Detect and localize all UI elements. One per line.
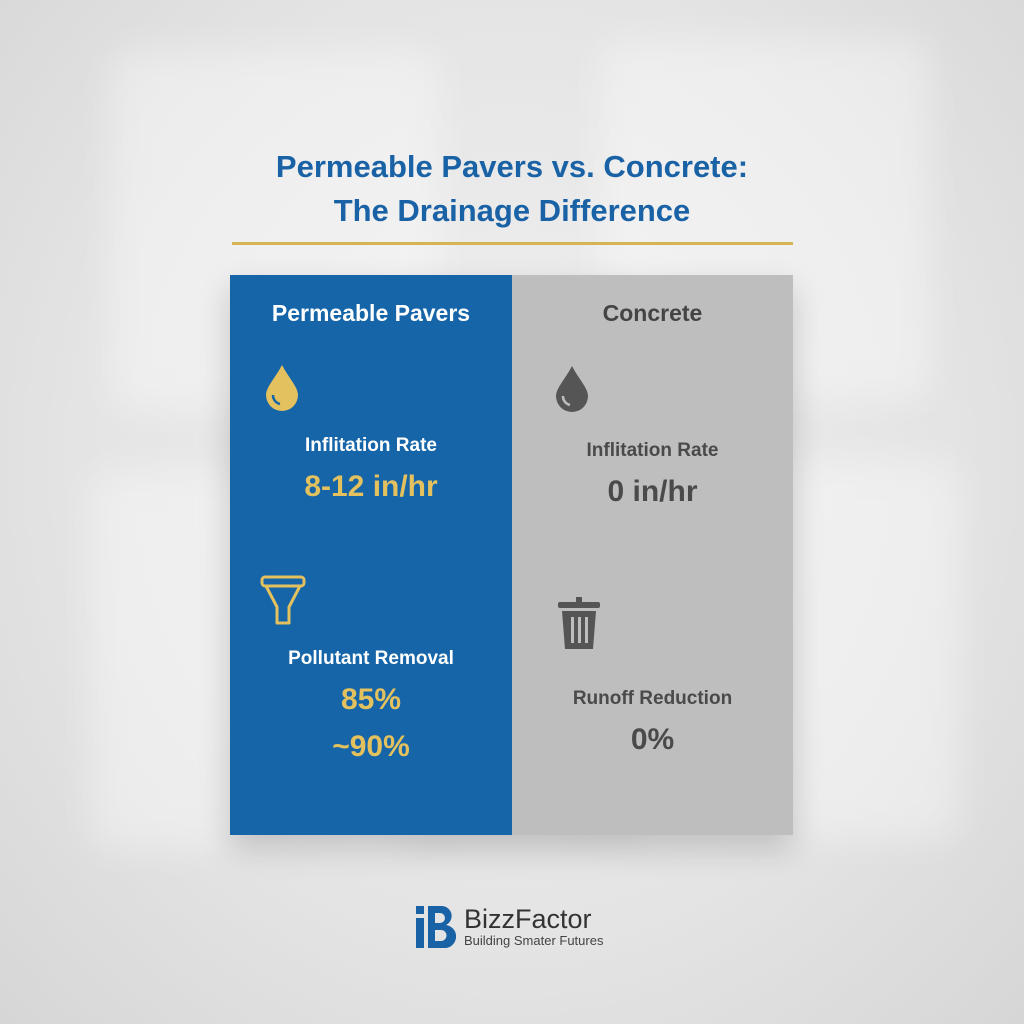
title-line-1: Permeable Pavers vs. Concrete: [275,149,749,184]
bizzfactor-logo-icon [416,905,456,948]
column-heading: Permeable Pavers [271,300,471,326]
pollutant-removal-value: 85% [340,683,402,716]
pollutant-removal-value-2: ~90% [332,730,410,763]
page-title: Permeable Pavers vs. Concrete: The Drain… [0,145,1024,233]
permeable-pavers-column: Permeable Pavers Inflitation Rate 8-12 i… [230,275,512,835]
brand-logo: BizzFactor Building Smater Futures [416,905,603,948]
trash-can-icon [558,597,600,649]
brand-name: BizzFactor [464,904,592,934]
brand-tagline: Building Smater Futures [464,933,604,948]
comparison-panel: Permeable Pavers Inflitation Rate 8-12 i… [230,275,793,835]
infiltration-rate-value: 0 in/hr [607,475,698,508]
water-drop-icon [266,365,298,411]
runoff-reduction-label: Runoff Reduction [572,688,733,709]
infiltration-rate-label: Inflitation Rate [305,435,437,456]
concrete-column: Concrete Inflitation Rate 0 in/hr Runoff… [512,275,793,835]
water-drop-icon [556,366,588,412]
infiltration-rate-label: Inflitation Rate [586,440,719,461]
infiltration-rate-value: 8-12 in/hr [304,470,438,503]
divider-rule [232,242,793,245]
pollutant-removal-label: Pollutant Removal [288,648,454,669]
filter-funnel-icon [260,575,306,625]
column-heading: Concrete [602,300,703,326]
runoff-reduction-value: 0% [630,723,675,756]
title-line-2: The Drainage Difference [333,193,691,228]
